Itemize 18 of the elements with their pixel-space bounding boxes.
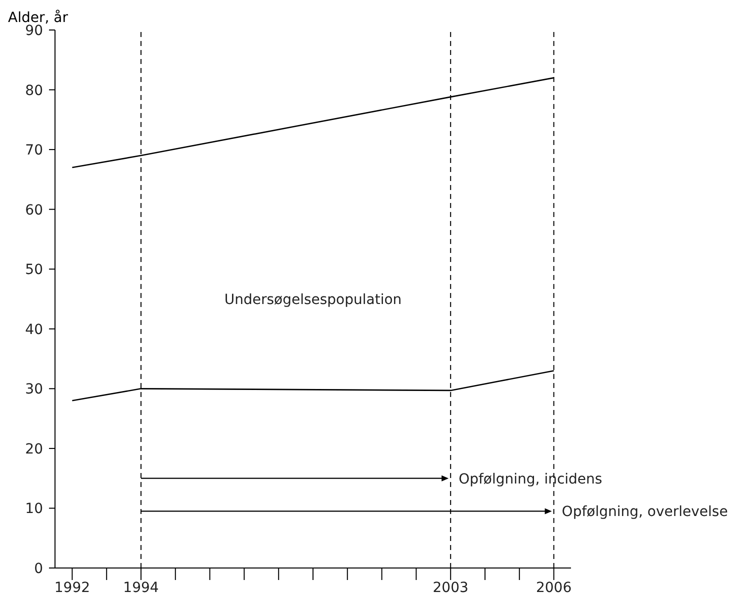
annotation: Opfølgning, overlevelse <box>562 504 728 520</box>
y-tick-label: 10 <box>25 501 43 518</box>
x-tick-label: 2003 <box>432 580 468 596</box>
x-tick-label: 2006 <box>536 580 572 596</box>
y-tick-label: 80 <box>25 82 43 99</box>
y-tick-label: 60 <box>25 202 43 218</box>
y-tick-label: 90 <box>25 23 43 39</box>
y-tick-label: 40 <box>25 322 43 338</box>
annotation: Opfølgning, incidens <box>458 471 602 488</box>
y-axis-title: Alder, år <box>8 10 68 26</box>
y-tick-label: 70 <box>25 142 43 159</box>
y-tick-label: 0 <box>34 561 43 577</box>
y-tick-label: 20 <box>25 441 43 458</box>
x-tick-label: 1994 <box>123 580 159 596</box>
y-tick-label: 50 <box>25 262 43 278</box>
annotation: Undersøgelsespopulation <box>224 292 402 308</box>
y-tick-label: 30 <box>25 382 43 398</box>
x-tick-label: 1992 <box>54 580 90 596</box>
